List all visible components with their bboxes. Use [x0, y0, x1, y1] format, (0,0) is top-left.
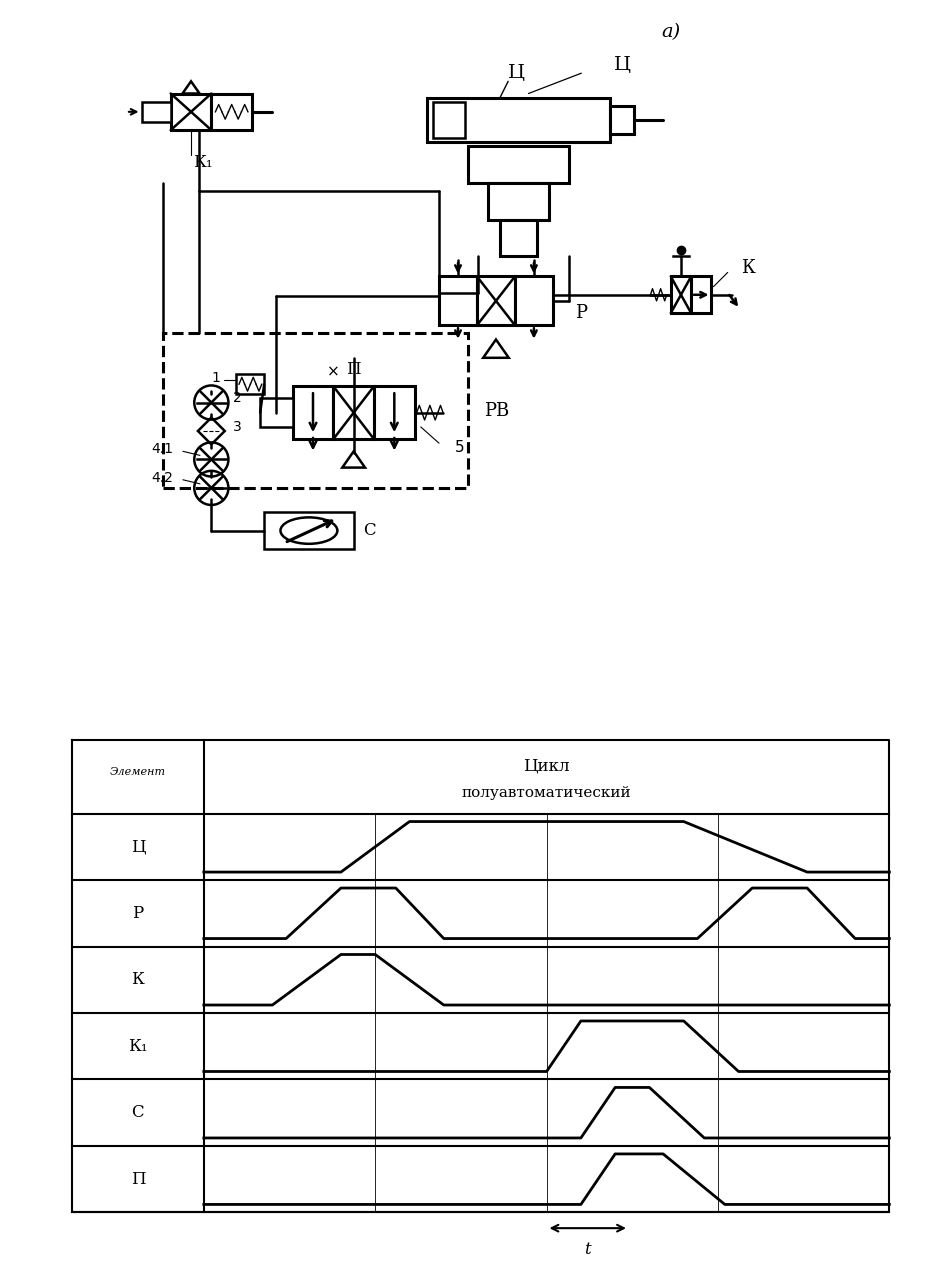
Text: С: С [364, 522, 376, 539]
Bar [265, 512, 353, 549]
Text: С: С [132, 1105, 144, 1121]
Text: К: К [741, 260, 755, 278]
Text: Ц: Ц [508, 64, 525, 82]
Bar [171, 93, 211, 131]
Text: РВ: РВ [483, 402, 509, 420]
Bar [670, 276, 691, 314]
Text: Цикл: Цикл [524, 758, 570, 774]
Bar [515, 276, 553, 325]
Bar [500, 220, 537, 256]
Bar [610, 106, 634, 134]
Bar [293, 387, 333, 439]
Text: полуавтоматический: полуавтоматический [462, 786, 631, 800]
Bar [211, 93, 252, 131]
Text: ×: × [327, 365, 339, 380]
Bar [427, 97, 610, 142]
Bar [374, 387, 414, 439]
Text: П: П [346, 361, 361, 379]
Text: П: П [131, 1171, 145, 1188]
Bar [691, 276, 712, 314]
Text: Р: Р [132, 905, 144, 922]
Bar [260, 398, 293, 428]
Text: К₁: К₁ [128, 1038, 148, 1055]
Text: t: t [584, 1240, 591, 1258]
Bar [439, 276, 477, 325]
Bar [468, 146, 569, 183]
Text: 4.2: 4.2 [151, 471, 174, 485]
Bar [163, 333, 468, 488]
Bar [333, 387, 374, 439]
Text: 3: 3 [234, 420, 242, 434]
Bar [236, 374, 265, 394]
Bar [142, 101, 171, 122]
Bar [477, 276, 515, 325]
Text: 5: 5 [454, 440, 464, 454]
Bar [488, 183, 549, 220]
Text: 2: 2 [234, 392, 242, 406]
Text: Ц: Ц [613, 56, 630, 74]
Text: Элемент: Элемент [110, 767, 165, 777]
Text: Ц: Ц [131, 838, 145, 855]
Text: 4.1: 4.1 [151, 443, 174, 456]
Text: Р: Р [575, 305, 587, 323]
Text: К: К [132, 972, 144, 988]
Bar [433, 101, 466, 138]
Text: а): а) [661, 23, 681, 41]
Text: К₁: К₁ [194, 154, 213, 172]
Text: 1: 1 [211, 371, 220, 385]
